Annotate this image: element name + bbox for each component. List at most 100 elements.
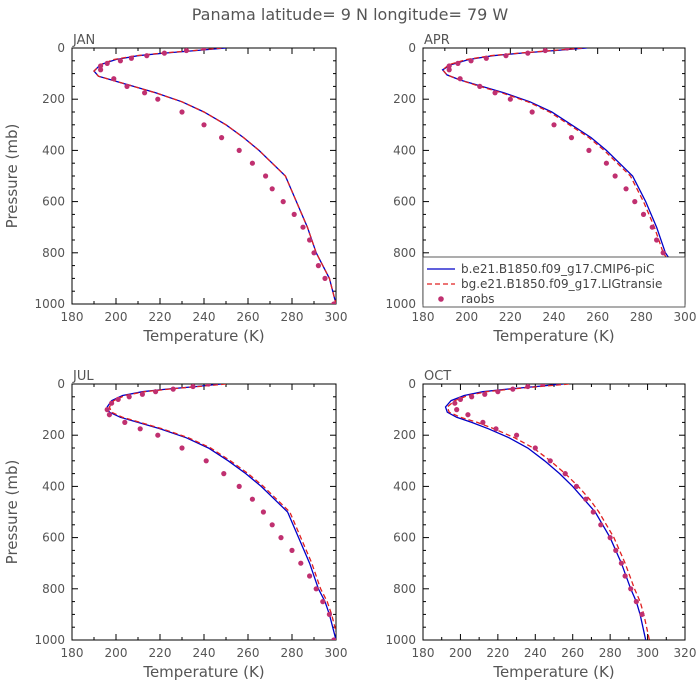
raobs-point bbox=[236, 147, 242, 153]
x-tick-label: 180 bbox=[412, 310, 435, 324]
chart-panel-jul: JUL 180 200 220 240 260 280 300 0 200 400 600 800 100… bbox=[3, 369, 347, 681]
y-tick-label: 0 bbox=[408, 377, 416, 391]
raobs-point bbox=[153, 389, 159, 395]
raobs-point bbox=[495, 389, 501, 395]
x-tick-label: 280 bbox=[281, 310, 304, 324]
y-tick-label: 800 bbox=[393, 246, 416, 260]
raobs-point bbox=[124, 83, 130, 89]
x-tick-label: 220 bbox=[149, 310, 172, 324]
raobs-point bbox=[307, 573, 313, 579]
y-tick-label: 600 bbox=[42, 531, 65, 545]
plot-frame bbox=[71, 383, 337, 641]
raobs-point bbox=[613, 547, 619, 554]
raobs-point bbox=[603, 160, 610, 166]
x-tick-label: 220 bbox=[149, 646, 172, 660]
raobs-point bbox=[205, 384, 211, 387]
panel-label: JAN bbox=[72, 33, 95, 48]
y-tick-label: 600 bbox=[393, 531, 416, 545]
raobs-point bbox=[104, 407, 110, 413]
x-tick-label: 240 bbox=[543, 310, 566, 324]
raobs-point bbox=[190, 384, 196, 390]
x-tick-label: 300 bbox=[674, 310, 697, 324]
x-tick-label: 180 bbox=[412, 646, 435, 660]
y-tick-label: 200 bbox=[393, 92, 416, 106]
raobs-point bbox=[289, 547, 295, 554]
y-tick-label: 600 bbox=[42, 195, 65, 209]
raobs-point bbox=[583, 496, 589, 502]
raobs-point bbox=[547, 458, 553, 464]
raobs-point bbox=[106, 412, 112, 418]
x-tick-label: 300 bbox=[325, 310, 348, 324]
raobs-point bbox=[111, 76, 117, 82]
raobs-point bbox=[457, 76, 463, 82]
x-axis-label: Temperature (K) bbox=[142, 663, 264, 681]
raobs-point bbox=[457, 396, 464, 402]
raobs-point bbox=[291, 211, 297, 217]
cmip6-series-line bbox=[444, 384, 647, 640]
raobs-point bbox=[307, 237, 313, 243]
plot-frame bbox=[71, 47, 337, 305]
raobs-point bbox=[532, 445, 538, 451]
x-tick-label: 260 bbox=[237, 646, 260, 660]
x-tick-label: 240 bbox=[524, 646, 547, 660]
legend-point-swatch bbox=[438, 296, 444, 302]
y-tick-label: 1000 bbox=[34, 297, 65, 311]
y-tick-label: 400 bbox=[42, 479, 65, 493]
raobs-point bbox=[446, 67, 452, 73]
raobs-point bbox=[446, 63, 452, 69]
figure-title: Panama latitude= 9 N longitude= 79 W bbox=[192, 5, 509, 24]
x-tick-label: 240 bbox=[193, 646, 216, 660]
raobs-point bbox=[98, 67, 104, 73]
raobs-point bbox=[139, 391, 145, 397]
raobs-point bbox=[161, 50, 167, 56]
raobs-point bbox=[612, 173, 618, 179]
raobs-point bbox=[104, 60, 110, 66]
x-tick-label: 200 bbox=[105, 310, 128, 324]
raobs-point bbox=[540, 384, 546, 387]
legend-label: b.e21.B1850.f09_g17.CMIP6-piC bbox=[461, 262, 654, 276]
chart-panel-oct: OCT 180 200 220 240 260 280 300 320 0 200 400 600 800… bbox=[385, 369, 696, 681]
y-tick-label: 800 bbox=[42, 582, 65, 596]
raobs-point bbox=[469, 394, 475, 400]
y-tick-label: 400 bbox=[393, 479, 416, 493]
raobs-point bbox=[465, 412, 471, 418]
raobs-point bbox=[454, 407, 460, 413]
raobs-point bbox=[98, 63, 104, 69]
raobs-point bbox=[236, 483, 242, 489]
x-tick-label: 220 bbox=[486, 646, 509, 660]
raobs-point bbox=[122, 419, 128, 425]
raobs-point bbox=[326, 611, 332, 618]
raobs-point bbox=[452, 400, 458, 406]
raobs-point bbox=[529, 109, 535, 115]
y-axis-label: Pressure (mb) bbox=[3, 460, 21, 565]
raobs-point bbox=[179, 445, 185, 451]
raobs-point bbox=[618, 560, 624, 566]
raobs-point bbox=[128, 55, 134, 61]
y-tick-label: 400 bbox=[393, 143, 416, 157]
x-axis-label: Temperature (K) bbox=[492, 663, 614, 681]
raobs-point bbox=[249, 496, 255, 502]
raobs-point bbox=[269, 186, 275, 192]
panel-label: OCT bbox=[424, 369, 451, 384]
raobs-point bbox=[482, 391, 488, 397]
y-tick-label: 200 bbox=[42, 428, 65, 442]
cmip6-series-line bbox=[93, 48, 336, 304]
x-tick-label: 260 bbox=[561, 646, 584, 660]
x-tick-label: 260 bbox=[237, 310, 260, 324]
raobs-point bbox=[260, 509, 266, 515]
raobs-point bbox=[633, 599, 639, 605]
raobs-point bbox=[455, 60, 461, 66]
raobs-point bbox=[660, 250, 666, 256]
raobs-point bbox=[513, 432, 520, 438]
y-tick-label: 0 bbox=[57, 41, 65, 55]
x-tick-label: 280 bbox=[599, 646, 622, 660]
cmip6-series-line bbox=[106, 384, 336, 640]
raobs-point bbox=[170, 386, 176, 392]
panel-label: JUL bbox=[72, 369, 94, 384]
raobs-point bbox=[313, 586, 319, 592]
plot-frame bbox=[422, 383, 686, 641]
legend: b.e21.B1850.f09_g17.CMIP6-piCbg.e21.B185… bbox=[422, 256, 686, 308]
x-tick-label: 180 bbox=[61, 646, 84, 660]
raobs-point bbox=[280, 199, 286, 205]
